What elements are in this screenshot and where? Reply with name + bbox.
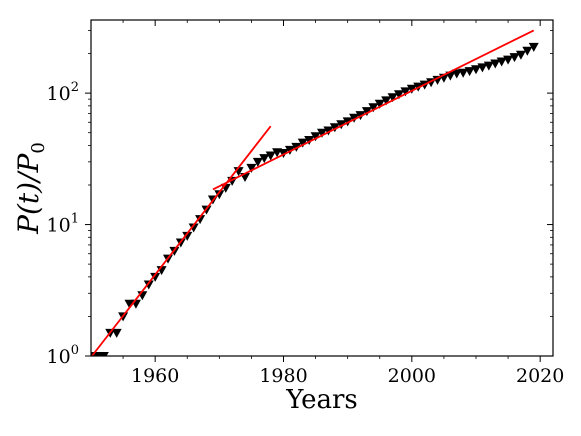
y-axis-title: P(t)/P0 [12,142,49,235]
data-point [387,93,398,103]
data-point [509,53,520,63]
x-tick-label: 1960 [131,365,179,387]
data-point [214,190,225,200]
data-point [336,120,347,130]
fit-line [91,125,272,356]
data-point [400,87,411,97]
data-point [496,57,507,67]
y-tick-exponent: 1 [71,212,79,227]
y-axis-title-numerator: P(t) [12,182,45,235]
data-point [188,223,199,233]
y-tick-label: 101 [47,212,79,237]
data-point [477,63,488,73]
data-point [349,113,360,123]
y-axis-title-slash: / [12,170,45,185]
y-axis-title-subscript: 0 [28,142,49,153]
data-point [394,90,404,100]
data-point [522,46,533,56]
plot-area [91,29,539,356]
data-point [464,67,475,77]
data-point [323,126,334,136]
y-tick-base: 10 [47,215,71,237]
data-point [143,280,154,290]
data-point [451,69,462,79]
data-point [169,246,180,256]
y-axis-title-denominator: P [12,152,45,173]
y-tick-label: 100 [47,343,79,368]
x-tick-label: 2000 [388,365,436,387]
y-tick-base: 10 [47,83,71,105]
data-point [310,132,321,142]
data-point [246,163,257,173]
data-point [458,68,469,78]
data-point [528,42,539,52]
data-point [259,154,270,164]
data-point [490,59,501,69]
data-point [195,215,206,225]
data-point [471,65,481,75]
y-tick-exponent: 0 [71,343,79,358]
y-tick-exponent: 2 [71,80,79,95]
data-point [374,99,385,109]
data-point [111,328,122,338]
data-point [368,103,379,113]
data-point [98,352,109,356]
data-point [432,75,443,85]
data-point [329,123,340,133]
data-point [124,299,135,309]
y-tick-base: 10 [47,346,71,368]
data-point [483,61,494,71]
data-point [265,151,276,161]
y-tick-label: 102 [47,80,79,105]
data-point [150,272,161,282]
data-point [361,107,372,117]
data-point [317,128,327,138]
axes-frame [90,19,554,357]
data-point [304,135,315,145]
x-axis-title: Years [285,385,358,415]
data-point [503,55,514,65]
data-point [381,96,392,106]
x-tick-label: 2020 [516,365,564,387]
data-point [252,157,263,167]
x-tick-label: 1980 [259,365,307,387]
data-point [297,138,308,148]
data-point [182,231,193,241]
data-point [515,50,526,60]
fit-line [212,29,535,191]
data-point [406,84,417,94]
